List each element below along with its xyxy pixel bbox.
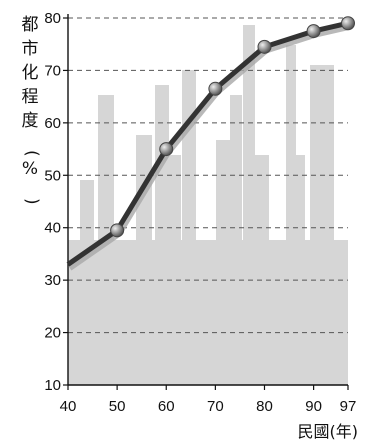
xtick-label-97: 97 (340, 398, 357, 415)
xtick-label-60: 60 (158, 398, 175, 415)
ytick-label-20: 20 (44, 325, 61, 342)
data-point-50 (110, 223, 125, 238)
ytick-label-60: 60 (44, 115, 61, 132)
ytick-label-40: 40 (44, 220, 61, 237)
ytick-label-50: 50 (44, 167, 61, 184)
data-point-97 (341, 16, 355, 31)
x-axis-label: 民國(年) (298, 422, 359, 441)
xtick-label-50: 50 (109, 398, 126, 415)
ytick-label-70: 70 (44, 62, 61, 79)
xtick-label-90: 90 (305, 398, 322, 415)
xtick-label-80: 80 (256, 398, 273, 415)
xtick-label-40: 40 (60, 398, 77, 415)
data-point-90 (306, 24, 321, 39)
data-point-80 (257, 39, 272, 54)
data-point-70 (208, 81, 223, 96)
data-point-60 (159, 142, 174, 157)
ytick-label-80: 80 (44, 10, 61, 27)
city-skyline-background (68, 25, 348, 385)
y-axis-label: 都市化程度(%) (22, 15, 42, 205)
ytick-label-30: 30 (44, 272, 61, 289)
ytick-label-10: 10 (44, 377, 61, 394)
xtick-label-70: 70 (207, 398, 224, 415)
